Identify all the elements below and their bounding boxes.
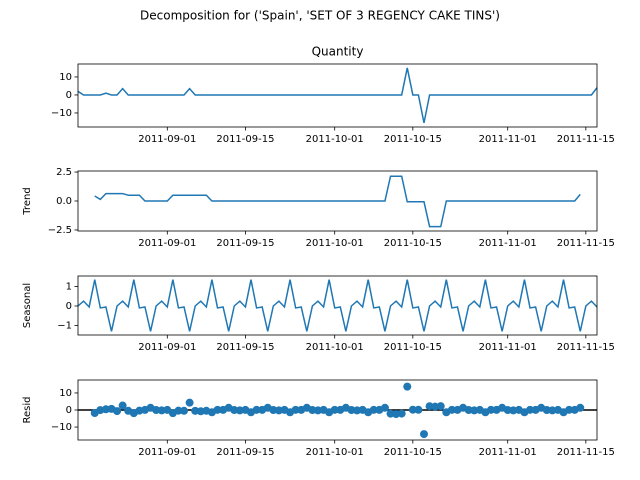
x-tick-label: 2011-10-01 [306, 134, 364, 145]
subplot-title: Quantity [312, 45, 364, 59]
scatter-point [408, 405, 417, 414]
subplot: Trend −2.5 0.0 2.5 2011-09-01 2011-09-15 2011-… [22, 167, 615, 249]
scatter-point [330, 405, 339, 414]
y-tick-label: −1 [57, 320, 72, 331]
y-tick-label: 0 [66, 90, 72, 101]
x-tick-label: 2011-10-01 [306, 238, 364, 249]
subplot: Seasonal −1 0 1 2011-09-01 2011-09-15 2011-10-… [22, 275, 615, 353]
x-tick-label: 2011-09-15 [216, 134, 274, 145]
y-tick-label: 10 [59, 72, 72, 83]
axes-frame [77, 275, 598, 336]
series-line [94, 175, 581, 228]
scatter-point [576, 403, 585, 412]
scatter-point [403, 382, 412, 391]
x-tick-label: 2011-11-01 [479, 447, 537, 458]
x-tick-label: 2011-10-01 [306, 447, 364, 458]
x-tick-label: 2011-10-01 [306, 342, 364, 353]
subplot: Quantity −10 0 10 2011-09-01 2011-09-15 2011-1… [51, 45, 615, 146]
scatter-point [565, 405, 574, 414]
x-tick-label: 2011-09-01 [138, 342, 196, 353]
x-tick-label: 2011-11-01 [479, 342, 537, 353]
x-tick-label: 2011-10-15 [384, 134, 442, 145]
scatter-point [486, 405, 495, 414]
scatter-point [113, 407, 122, 416]
x-tick-label: 2011-11-01 [479, 238, 537, 249]
x-tick-label: 2011-11-15 [557, 342, 615, 353]
x-tick-label: 2011-09-15 [216, 447, 274, 458]
x-tick-label: 2011-09-01 [138, 134, 196, 145]
y-tick-label: 0 [66, 301, 72, 312]
series-line [77, 279, 598, 332]
y-tick-label: 10 [59, 388, 72, 399]
scatter-point [436, 402, 445, 411]
scatter-point [380, 403, 389, 412]
x-tick-label: 2011-11-15 [557, 447, 615, 458]
y-axis-label: Trend [22, 187, 33, 215]
axes-frame [77, 63, 598, 128]
y-tick-label: −10 [51, 108, 72, 119]
y-tick-label: 0 [66, 405, 72, 416]
series-line [77, 67, 598, 124]
x-tick-label: 2011-09-15 [216, 342, 274, 353]
scatter-point [291, 405, 300, 414]
scatter-point [118, 401, 127, 410]
x-tick-label: 2011-09-01 [138, 238, 196, 249]
y-axis-label: Seasonal [22, 283, 33, 328]
y-tick-label: 1 [66, 282, 72, 293]
axes-frame [77, 170, 598, 232]
scatter-point [213, 405, 222, 414]
y-tick-label: −2.5 [48, 225, 72, 236]
scatter-point [174, 406, 183, 415]
x-tick-label: 2011-09-15 [216, 238, 274, 249]
y-tick-label: 2.5 [56, 167, 72, 178]
scatter-point [369, 405, 378, 414]
scatter-point [185, 398, 194, 407]
scatter-point [414, 405, 423, 414]
scatter-point [447, 405, 456, 414]
scatter-point [397, 409, 406, 418]
scatter-point [420, 430, 428, 439]
y-tick-label: 0.0 [56, 196, 72, 207]
figure-title: Decomposition for ('Spain', 'SET OF 3 RE… [140, 9, 500, 23]
y-axis-label: Resid [22, 397, 33, 424]
x-tick-label: 2011-11-15 [557, 238, 615, 249]
scatter-point [526, 405, 535, 414]
scatter-point [180, 406, 189, 415]
y-tick-label: −10 [51, 422, 72, 433]
scatter-point [252, 405, 261, 414]
x-tick-label: 2011-10-15 [384, 447, 442, 458]
x-tick-label: 2011-10-15 [384, 238, 442, 249]
x-tick-label: 2011-09-01 [138, 447, 196, 458]
axes-frame [77, 379, 598, 441]
x-tick-label: 2011-11-15 [557, 134, 615, 145]
x-tick-label: 2011-11-01 [479, 134, 537, 145]
subplot: Resid −10 0 10 2011-09-01 2011-09-15 2011-10-0… [22, 379, 615, 458]
x-tick-label: 2011-10-15 [384, 342, 442, 353]
